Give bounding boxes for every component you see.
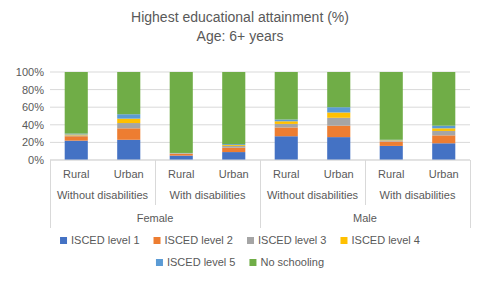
legend-swatch <box>340 237 347 244</box>
legend-swatch <box>60 237 67 244</box>
bar-segment <box>432 143 455 160</box>
bar-segment <box>327 126 350 137</box>
bar-segment <box>117 128 140 139</box>
x-tick-label: Urban <box>324 168 354 180</box>
grid <box>50 72 470 160</box>
legend-item: ISCED level 3 <box>247 234 326 246</box>
grid-line <box>50 72 470 73</box>
bar-segment <box>432 128 455 131</box>
bar-segment <box>380 140 403 141</box>
bar-segment <box>432 126 455 129</box>
bar-segment <box>117 72 140 114</box>
grid-line <box>50 142 470 143</box>
y-tick-label: 100% <box>16 66 44 78</box>
grid-line <box>50 124 470 125</box>
bar-segment <box>222 72 245 144</box>
y-tick-label: 40% <box>22 119 44 131</box>
x-tick-label: Rural <box>168 168 194 180</box>
legend-item: ISCED level 1 <box>60 234 139 246</box>
bar-segment <box>65 72 88 134</box>
bar-segment <box>170 154 193 156</box>
bar-segment <box>170 153 193 154</box>
bar-segment <box>327 72 350 107</box>
bar-segment <box>275 121 298 124</box>
y-tick-label: 20% <box>22 136 44 148</box>
legend-label: ISCED level 2 <box>165 234 233 246</box>
legend-label: ISCED level 3 <box>258 234 326 246</box>
bar-segment <box>327 137 350 160</box>
bar-segment <box>275 124 298 128</box>
bar-segment <box>222 146 245 148</box>
bar-segment <box>327 118 350 126</box>
bar-segment <box>432 131 455 135</box>
group-separator <box>155 160 156 205</box>
bar-segment <box>380 146 403 160</box>
x-group-label: With disabilities <box>380 189 456 201</box>
legend: ISCED level 1 ISCED level 2 ISCED level 3 I… <box>60 234 420 268</box>
bar-segment <box>275 136 298 160</box>
x-group-label: Female <box>137 212 174 224</box>
legend-item: ISCED level 4 <box>340 234 419 246</box>
bar-segment <box>170 156 193 160</box>
bar-segment <box>222 152 245 160</box>
legend-swatch <box>247 237 254 244</box>
grid-line <box>50 89 470 90</box>
legend-item: ISCED level 5 <box>156 256 235 268</box>
group-separator <box>260 160 261 228</box>
bar-segment <box>432 135 455 143</box>
bar-segment <box>65 136 88 140</box>
bar-segment <box>222 145 245 147</box>
bar-segment <box>117 119 140 123</box>
chart: Highest educational attainment (%) Age: 6… <box>0 0 480 288</box>
bar-segment <box>65 141 88 160</box>
x-group-label: Without disabilities <box>267 189 359 201</box>
x-group-label: With disabilities <box>170 189 246 201</box>
bar-segment <box>65 134 88 136</box>
bar-segment <box>327 112 350 117</box>
legend-item: No schooling <box>249 256 324 268</box>
title: Highest educational attainment (%) <box>131 9 349 25</box>
bars <box>65 72 456 160</box>
x-tick-label: Rural <box>63 168 89 180</box>
bar-segment <box>380 142 403 146</box>
bar-segment <box>65 135 88 137</box>
bar-segment <box>117 114 140 118</box>
group-separator <box>50 160 51 228</box>
bar-segment <box>117 123 140 128</box>
y-tick-label: 0% <box>28 154 44 166</box>
bar-segment <box>327 107 350 112</box>
x-tick-label: Urban <box>429 168 459 180</box>
legend-label: ISCED level 1 <box>71 234 139 246</box>
bar-segment <box>222 148 245 152</box>
y-tick-label: 60% <box>22 101 44 113</box>
bar-segment <box>117 140 140 160</box>
bar-segment <box>170 72 193 153</box>
x-tick-label: Rural <box>273 168 299 180</box>
grid-line <box>50 107 470 108</box>
x-group-label: Without disabilities <box>57 189 149 201</box>
bar-segment <box>275 72 298 120</box>
x-tick-label: Urban <box>219 168 249 180</box>
legend-item: ISCED level 2 <box>154 234 233 246</box>
group-separator <box>470 160 471 228</box>
legend-swatch <box>156 259 163 266</box>
bar-segment <box>432 72 455 126</box>
legend-swatch <box>154 237 161 244</box>
x-tick-label: Urban <box>114 168 144 180</box>
legend-swatch <box>249 259 256 266</box>
bar-segment <box>380 140 403 142</box>
legend-label: ISCED level 4 <box>351 234 419 246</box>
group-separator <box>365 160 366 205</box>
bar-segment <box>275 120 298 122</box>
x-group-label: Male <box>353 212 377 224</box>
subtitle: Age: 6+ years <box>197 28 284 44</box>
y-tick-label: 80% <box>22 84 44 96</box>
legend-label: No schooling <box>260 256 324 268</box>
background <box>0 0 480 288</box>
bar-segment <box>380 72 403 140</box>
legend-label: ISCED level 5 <box>167 256 235 268</box>
x-tick-label: Rural <box>378 168 404 180</box>
bar-segment <box>275 127 298 136</box>
